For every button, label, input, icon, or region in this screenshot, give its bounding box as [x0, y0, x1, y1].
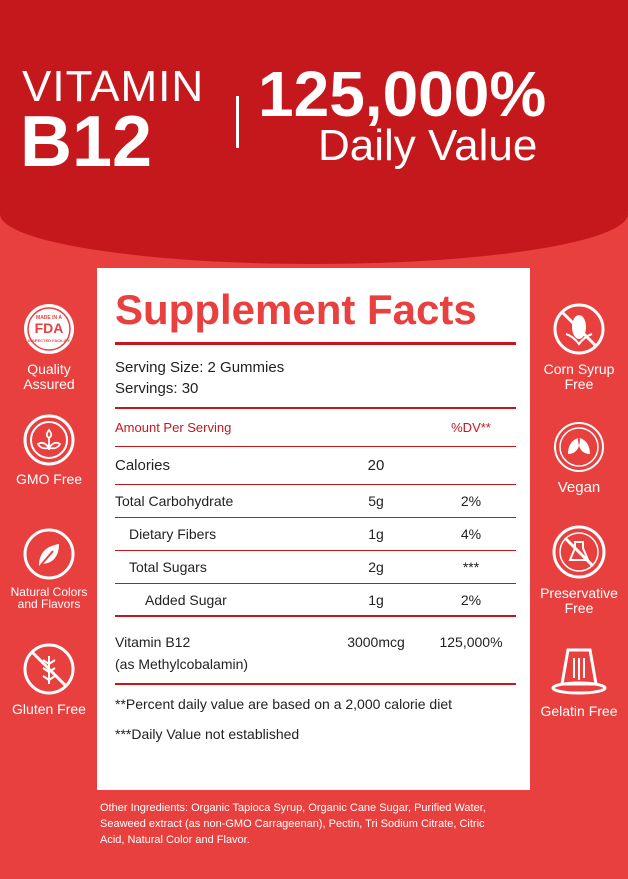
- nutrient-name: Added Sugar: [145, 591, 227, 608]
- nutrient-dv: 4%: [460, 526, 482, 542]
- nutrient-amount: 3000mcg: [347, 634, 405, 650]
- badge-vegan: Vegan: [530, 420, 628, 495]
- nutrient-dv: 2%: [460, 591, 482, 608]
- badge-corn-syrup-free: Corn Syrup Free: [530, 302, 628, 392]
- table-row: Total Carbohydrate 5g 2%: [115, 485, 516, 518]
- badge-label: Preservative Free: [540, 585, 618, 616]
- calories-amount: 20: [367, 457, 385, 474]
- badge-natural: Natural Colors and Flavors: [0, 528, 98, 610]
- nutrient-name: Total Sugars: [129, 559, 207, 575]
- nutrient-amount: 1g: [368, 526, 384, 542]
- leaf-icon: [23, 528, 75, 580]
- amount-header: Amount Per Serving: [115, 420, 232, 435]
- header-banner: [0, 0, 628, 264]
- nutrient-name: Total Carbohydrate: [115, 493, 234, 509]
- nutrient-amount: 1g: [368, 591, 384, 608]
- nutrient-name: Vitamin B12: [115, 634, 191, 650]
- badge-label: GMO Free: [15, 471, 83, 487]
- badge-label: Corn Syrup Free: [543, 361, 615, 392]
- badge-gmo-free: GMO Free: [0, 414, 98, 487]
- other-ingredients: Other Ingredients: Organic Tapioca Syrup…: [100, 802, 486, 846]
- table-row: Dietary Fibers 1g 4%: [115, 518, 516, 551]
- calories-name: Calories: [115, 457, 171, 474]
- no-flask-icon: [552, 525, 606, 579]
- nutrient-dv: ***: [462, 559, 480, 575]
- divider: [236, 96, 239, 148]
- sprout-icon: [23, 414, 75, 466]
- nutrient-name: Dietary Fibers: [129, 526, 217, 542]
- badge-gelatin-free: Gelatin Free: [530, 642, 628, 719]
- percent-label: 125,000%: [258, 58, 547, 130]
- badge-preservative-free: Preservative Free: [530, 524, 628, 616]
- nutrient-amount: 5g: [368, 493, 384, 509]
- no-corn-icon: [553, 303, 605, 355]
- badge-quality-assured: MADE IN A FDA INSPECTED FACILITY Quality A…: [0, 302, 98, 392]
- supplement-facts-panel: Supplement Facts Serving Size: 2 Gummies…: [97, 268, 530, 790]
- dv-header: %DV**: [451, 420, 491, 435]
- badge-label: Natural Colors and Flavors: [10, 585, 88, 611]
- table-row: Total Sugars 2g ***: [115, 551, 516, 584]
- nutrient-form: (as Methylcobalamin): [115, 656, 249, 672]
- serving-size: Serving Size: 2 Gummies: [115, 359, 285, 376]
- b12-label: B12: [20, 102, 153, 182]
- svg-text:FDA: FDA: [35, 320, 64, 336]
- footnote: **Percent daily value are based on a 2,0…: [115, 696, 452, 712]
- table-row: Added Sugar 1g 2%: [115, 584, 516, 617]
- badge-gluten-free: Gluten Free: [0, 642, 98, 717]
- badge-label: Gluten Free: [12, 701, 86, 717]
- jelly-icon: [551, 648, 607, 695]
- footnote: ***Daily Value not established: [115, 726, 300, 742]
- svg-text:MADE IN A: MADE IN A: [36, 315, 62, 321]
- facts-title: Supplement Facts: [115, 286, 477, 333]
- nutrient-dv: 2%: [460, 493, 482, 509]
- no-wheat-icon: [23, 643, 75, 695]
- svg-text:INSPECTED FACILITY: INSPECTED FACILITY: [28, 338, 70, 343]
- daily-value-label: Daily Value: [318, 121, 538, 170]
- vitamin-label: VITAMIN: [22, 62, 205, 111]
- nutrient-dv: 125,000%: [439, 634, 503, 650]
- divider: [115, 342, 516, 345]
- badge-label: Vegan: [557, 479, 601, 496]
- servings: Servings: 30: [115, 380, 199, 397]
- badge-label: Gelatin Free: [540, 703, 618, 719]
- badge-label: Quality Assured: [23, 361, 75, 392]
- nutrient-amount: 2g: [368, 559, 384, 575]
- vegan-leaf-icon: [554, 422, 604, 472]
- table-row: Vitamin B12 (as Methylcobalamin) 3000mcg 1…: [115, 617, 516, 685]
